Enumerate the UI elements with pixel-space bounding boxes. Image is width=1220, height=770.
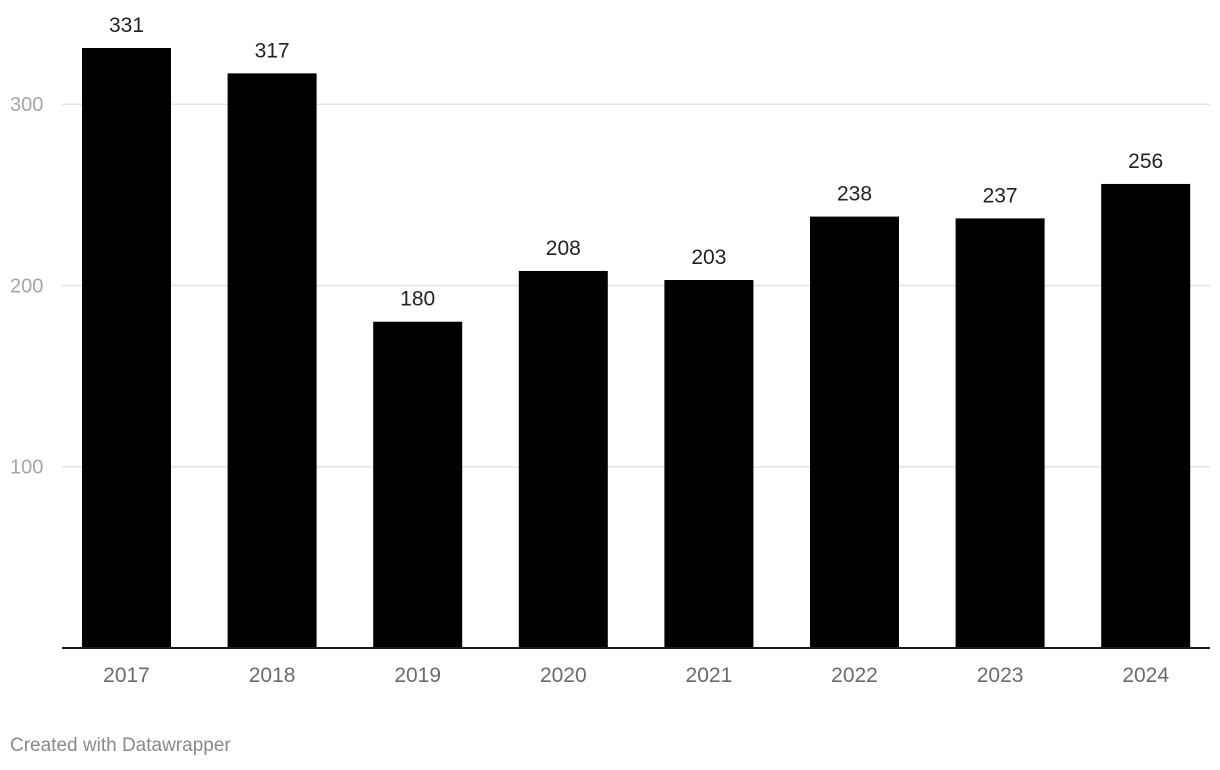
credit-text: Created with Datawrapper xyxy=(10,735,231,756)
bar-2022 xyxy=(810,216,899,648)
bar-2021 xyxy=(664,280,754,648)
bar-2020 xyxy=(518,270,608,648)
x-tick-label-2018: 2018 xyxy=(249,664,296,687)
bar-2024 xyxy=(1101,183,1191,648)
x-tick-label-2023: 2023 xyxy=(977,664,1024,687)
data-label-2018: 317 xyxy=(255,39,290,62)
x-tick-label-2021: 2021 xyxy=(686,664,733,687)
data-label-2019: 180 xyxy=(400,288,435,311)
data-label-2017: 331 xyxy=(109,14,144,37)
x-axis-ticks: 2017 2018 2019 2020 2021 2022 2023 2024 xyxy=(103,664,1169,687)
y-axis-ticks: 100 200 300 xyxy=(10,94,43,479)
data-label-2022: 238 xyxy=(837,183,872,206)
data-label-2024: 256 xyxy=(1128,150,1163,173)
x-tick-label-2017: 2017 xyxy=(103,664,150,687)
bars xyxy=(82,48,1191,649)
x-tick-label-2022: 2022 xyxy=(831,664,878,687)
data-label-2023: 237 xyxy=(983,184,1018,207)
y-tick-label: 300 xyxy=(10,94,43,116)
bar-2019 xyxy=(373,321,463,648)
data-labels: 331 317 180 208 203 238 237 256 xyxy=(109,14,1163,311)
x-tick-label-2024: 2024 xyxy=(1122,664,1169,687)
data-label-2020: 208 xyxy=(546,237,581,260)
x-tick-label-2020: 2020 xyxy=(540,664,587,687)
y-tick-label: 100 xyxy=(10,457,43,479)
x-tick-label-2019: 2019 xyxy=(394,664,441,687)
bar-2018 xyxy=(227,73,317,649)
y-tick-label: 200 xyxy=(10,275,43,297)
bar-2017 xyxy=(82,48,171,648)
bar-2023 xyxy=(955,218,1045,648)
data-label-2021: 203 xyxy=(691,246,726,269)
